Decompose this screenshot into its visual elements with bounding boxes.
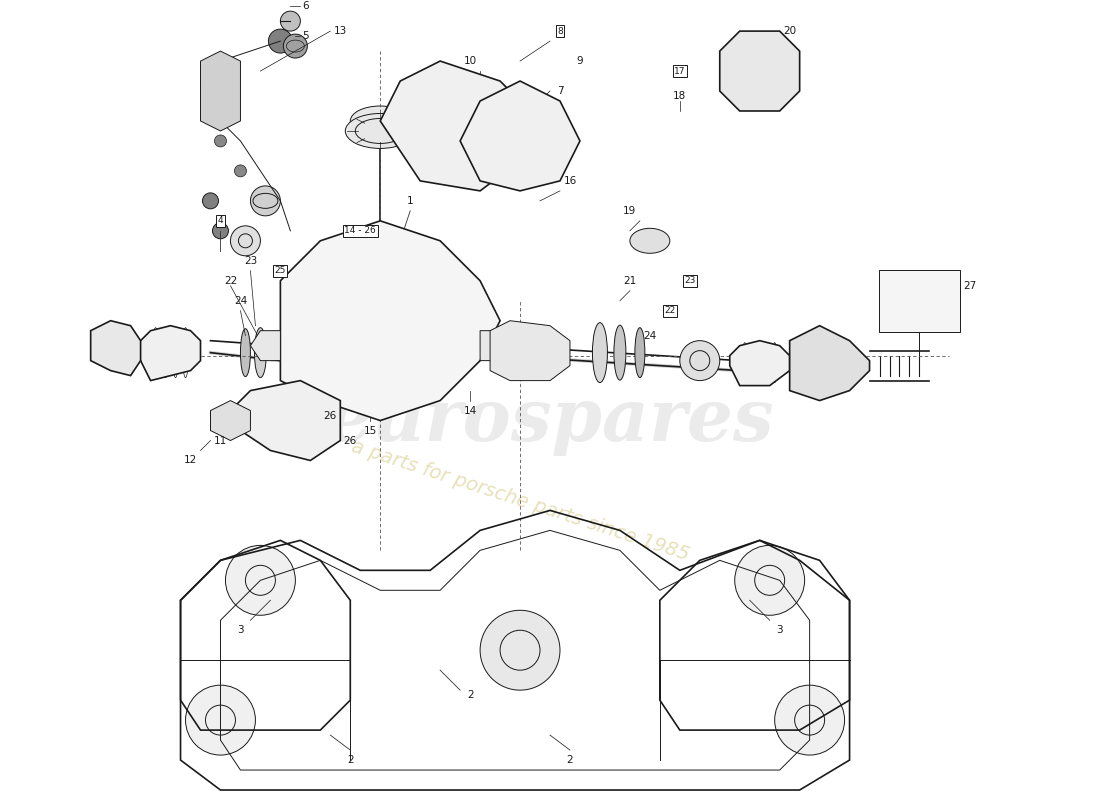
Text: 16: 16 xyxy=(563,176,576,186)
Polygon shape xyxy=(90,321,141,376)
Polygon shape xyxy=(719,31,800,111)
Polygon shape xyxy=(460,81,580,191)
Text: 22: 22 xyxy=(223,276,238,286)
Text: 21: 21 xyxy=(624,276,637,286)
Circle shape xyxy=(251,186,280,216)
Text: eurospares: eurospares xyxy=(327,385,773,456)
Polygon shape xyxy=(280,221,500,421)
Circle shape xyxy=(202,193,219,209)
Text: 8: 8 xyxy=(557,26,563,36)
Text: 22: 22 xyxy=(664,306,675,315)
Circle shape xyxy=(268,29,293,53)
Text: a parts for porsche parts since 1985: a parts for porsche parts since 1985 xyxy=(349,437,692,564)
Text: 20: 20 xyxy=(783,26,796,36)
Polygon shape xyxy=(491,321,570,381)
Text: 4: 4 xyxy=(218,216,223,226)
Circle shape xyxy=(480,610,560,690)
Text: 1: 1 xyxy=(407,196,414,206)
Polygon shape xyxy=(251,330,280,361)
Polygon shape xyxy=(381,61,540,191)
Text: 19: 19 xyxy=(624,206,637,216)
Ellipse shape xyxy=(593,322,607,382)
Text: 23: 23 xyxy=(244,256,257,266)
Circle shape xyxy=(231,226,261,256)
Text: 17: 17 xyxy=(674,66,685,75)
Polygon shape xyxy=(210,401,251,441)
Text: 7: 7 xyxy=(557,86,563,96)
Circle shape xyxy=(284,34,307,58)
Polygon shape xyxy=(231,381,340,461)
Ellipse shape xyxy=(530,328,540,378)
Circle shape xyxy=(214,135,227,147)
Polygon shape xyxy=(131,326,200,381)
Polygon shape xyxy=(790,326,869,401)
Ellipse shape xyxy=(350,106,410,136)
Circle shape xyxy=(320,261,440,381)
Text: 24: 24 xyxy=(644,330,657,341)
Text: 9: 9 xyxy=(576,56,583,66)
Circle shape xyxy=(186,685,255,755)
Text: 10: 10 xyxy=(463,56,476,66)
Text: 6: 6 xyxy=(302,1,309,11)
Circle shape xyxy=(415,96,465,146)
Text: 12: 12 xyxy=(184,455,197,466)
Circle shape xyxy=(480,101,520,141)
Polygon shape xyxy=(480,330,510,361)
Text: 23: 23 xyxy=(684,276,695,286)
Circle shape xyxy=(804,341,855,390)
Circle shape xyxy=(774,685,845,755)
Text: 2: 2 xyxy=(566,755,573,765)
Circle shape xyxy=(212,223,229,239)
Text: 11: 11 xyxy=(213,435,227,446)
Circle shape xyxy=(640,231,660,250)
Text: 14: 14 xyxy=(463,406,476,415)
Polygon shape xyxy=(200,51,241,131)
Ellipse shape xyxy=(614,325,626,380)
Ellipse shape xyxy=(514,326,526,378)
Text: 15: 15 xyxy=(364,426,377,435)
Text: 5: 5 xyxy=(302,31,309,41)
Ellipse shape xyxy=(345,114,415,149)
FancyBboxPatch shape xyxy=(879,270,960,332)
Circle shape xyxy=(735,546,804,615)
Text: 13: 13 xyxy=(333,26,346,36)
Ellipse shape xyxy=(635,328,645,378)
Text: 3: 3 xyxy=(777,626,783,635)
Text: 27: 27 xyxy=(962,281,976,290)
Text: 24: 24 xyxy=(234,296,248,306)
Text: 26: 26 xyxy=(343,435,356,446)
Text: 14 - 26: 14 - 26 xyxy=(344,226,376,235)
Ellipse shape xyxy=(254,328,266,378)
Text: 2: 2 xyxy=(466,690,473,700)
Circle shape xyxy=(226,546,296,615)
Polygon shape xyxy=(729,341,790,386)
Text: 18: 18 xyxy=(673,91,686,101)
Circle shape xyxy=(234,165,246,177)
Circle shape xyxy=(680,341,719,381)
Text: 26: 26 xyxy=(323,410,337,421)
Ellipse shape xyxy=(630,228,670,254)
Circle shape xyxy=(280,11,300,31)
Text: 3: 3 xyxy=(238,626,244,635)
Text: 2: 2 xyxy=(346,755,353,765)
Ellipse shape xyxy=(241,329,251,377)
Text: 25: 25 xyxy=(275,266,286,275)
Circle shape xyxy=(729,41,790,101)
